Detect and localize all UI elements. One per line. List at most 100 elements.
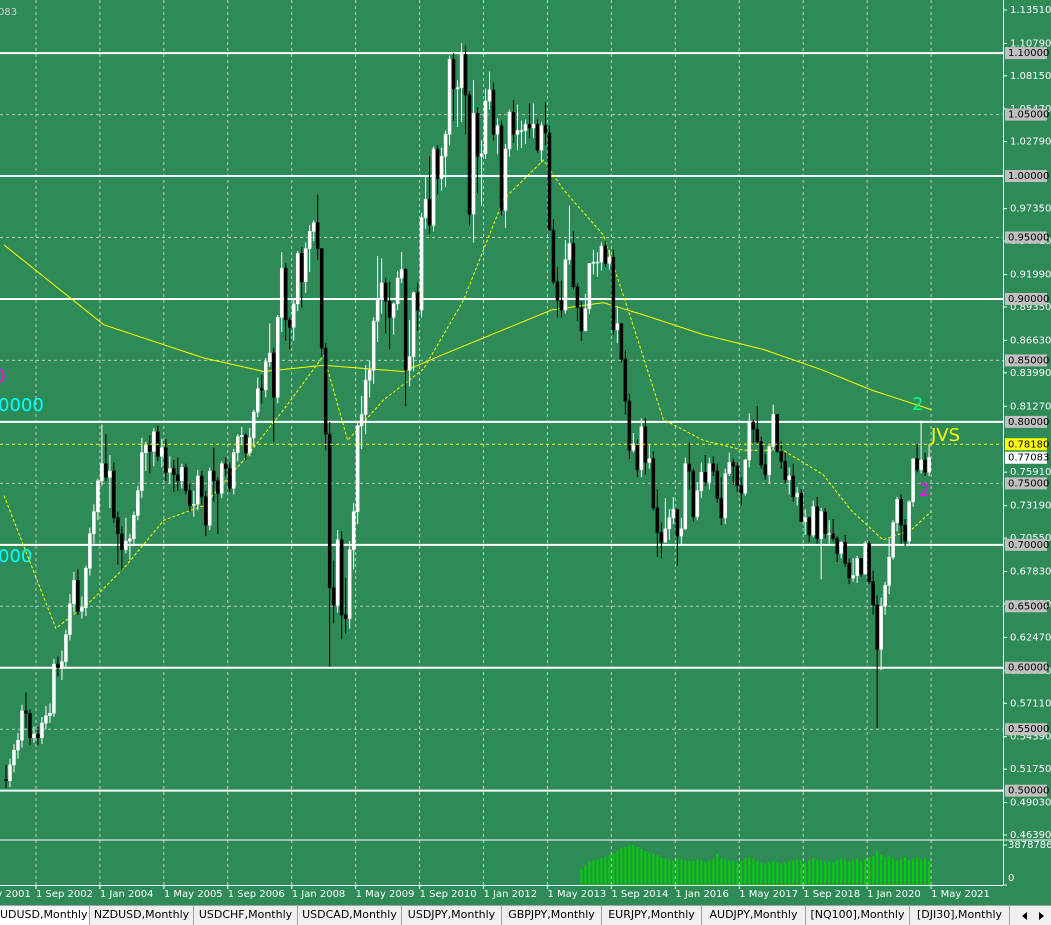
candle-body	[615, 323, 620, 330]
candle-body	[667, 517, 672, 530]
moving-average	[3, 159, 932, 630]
candle-body	[371, 320, 376, 371]
chart-tab[interactable]: [NQ100],Monthly	[806, 906, 910, 925]
chart-tab[interactable]: USDCAD,Monthly	[298, 906, 402, 925]
candle-body	[255, 388, 260, 413]
candle-body	[731, 462, 736, 467]
candle-body	[28, 712, 32, 739]
chart-tab[interactable]: EURJPY,Monthly	[602, 906, 702, 925]
level-label: 0.80000	[1008, 417, 1049, 428]
candle-body	[208, 470, 212, 526]
candle-body	[307, 231, 312, 249]
candle-body	[176, 474, 180, 482]
candle-body	[711, 463, 716, 472]
level-label: 0.50000	[1008, 786, 1049, 797]
candle-body	[611, 256, 616, 330]
candle-body	[311, 222, 316, 232]
level-box	[1005, 47, 1047, 60]
candle-body	[791, 475, 795, 498]
scroll-left[interactable]	[1022, 912, 1027, 920]
candle-body	[44, 715, 48, 724]
candle-body	[431, 148, 436, 226]
candle-body	[927, 457, 931, 473]
level-box	[1005, 415, 1047, 428]
candle-body	[503, 148, 508, 211]
chart-tab[interactable]: USDJPY,Monthly	[402, 906, 502, 925]
candle-body	[427, 199, 432, 226]
scroll-right[interactable]	[1039, 912, 1044, 920]
candle-body	[391, 303, 396, 318]
chart-tab[interactable]: USDCHF,Monthly	[194, 906, 298, 925]
candle-body	[783, 460, 787, 480]
candle-body	[583, 308, 588, 332]
candle-body	[655, 507, 660, 533]
candle-body	[447, 59, 452, 135]
candle-body	[915, 458, 919, 471]
candle-body	[751, 421, 756, 430]
x-tick-label: 1 Jan 2008	[292, 889, 346, 900]
candle-body	[923, 459, 927, 473]
candle-body	[911, 458, 915, 503]
plot-area	[0, 0, 1003, 885]
y-tick-label: 0.86630	[1010, 335, 1051, 346]
candle-body	[895, 499, 899, 523]
annotation: 083	[0, 7, 17, 18]
y-tick-label: 0.83990	[1010, 368, 1051, 379]
y-tick-label: 1.08150	[1010, 71, 1051, 82]
candle-body	[220, 463, 224, 494]
y-tick-label: 0.67830	[1010, 566, 1051, 577]
candle-body	[595, 261, 600, 264]
chart-tab[interactable]: AUDJPY,Monthly	[702, 906, 806, 925]
chart-background	[0, 0, 1051, 905]
x-tick-label: 1 Sep 2002	[36, 889, 93, 900]
candle-body	[739, 485, 744, 494]
chart-tab[interactable]: NZDUSD,Monthly	[90, 906, 194, 925]
candle-body	[495, 125, 500, 135]
candle-body	[351, 511, 356, 550]
level-label: 0.60000	[1008, 663, 1049, 674]
level-label: 0.70000	[1008, 540, 1049, 551]
candle-body	[755, 429, 759, 442]
candle-body	[703, 472, 708, 483]
candle-body	[423, 199, 428, 219]
candle-body	[683, 463, 688, 530]
candle-body	[24, 710, 28, 714]
chart-tab[interactable]: GBPJPY,Monthly	[502, 906, 602, 925]
candle-body	[359, 414, 364, 426]
candle-body	[379, 282, 384, 300]
candle-body	[487, 89, 492, 102]
candle-body	[72, 580, 76, 605]
level-box	[1005, 477, 1047, 490]
candle-body	[707, 463, 712, 483]
candle-body	[303, 248, 308, 283]
candle-body	[687, 463, 692, 472]
candle-body	[315, 222, 320, 249]
x-tick-label: 1 May 2021	[931, 889, 990, 900]
candle-body	[635, 443, 640, 471]
candle-body	[395, 277, 400, 305]
y-tick-label: 0.81270	[1010, 401, 1051, 412]
candle-body	[192, 504, 196, 506]
candle-body	[455, 87, 460, 90]
current-price-box	[1005, 438, 1047, 451]
candle-body	[160, 447, 164, 457]
level-label: 1.00000	[1008, 171, 1049, 182]
candle-body	[695, 490, 700, 517]
candle-body	[723, 473, 728, 519]
candle-body	[132, 515, 136, 539]
candle-body	[639, 426, 644, 471]
candle-body	[16, 740, 20, 751]
candle-body	[627, 400, 632, 451]
chart-tab[interactable]: AUDUSD,Monthly	[0, 906, 90, 925]
candle-body	[20, 710, 24, 741]
candle-body	[116, 517, 120, 535]
candle-body	[224, 463, 228, 469]
y-tick-label: 0.89350	[1010, 302, 1051, 313]
x-tick-label: 1 Jan 2012	[484, 889, 538, 900]
y-tick-label: 0.51750	[1010, 764, 1051, 775]
candle-body	[248, 437, 252, 453]
chart-tab[interactable]: [DJI30],Monthly	[910, 906, 1010, 925]
candle-body	[100, 463, 104, 482]
candle-body	[843, 542, 847, 564]
candle-body	[555, 281, 560, 301]
